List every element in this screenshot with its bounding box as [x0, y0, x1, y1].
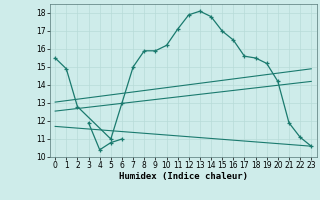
X-axis label: Humidex (Indice chaleur): Humidex (Indice chaleur) — [119, 172, 248, 181]
